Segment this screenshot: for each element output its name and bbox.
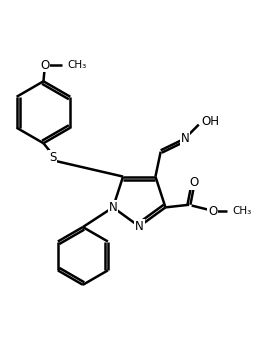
Text: CH₃: CH₃ — [67, 60, 86, 70]
Text: S: S — [49, 151, 56, 164]
Text: N: N — [180, 132, 189, 145]
Text: O: O — [208, 205, 217, 218]
Text: OH: OH — [201, 116, 219, 129]
Text: N: N — [109, 201, 117, 214]
Text: O: O — [40, 58, 49, 71]
Text: N: N — [135, 220, 144, 233]
Text: CH₃: CH₃ — [232, 206, 252, 216]
Text: O: O — [190, 176, 199, 189]
